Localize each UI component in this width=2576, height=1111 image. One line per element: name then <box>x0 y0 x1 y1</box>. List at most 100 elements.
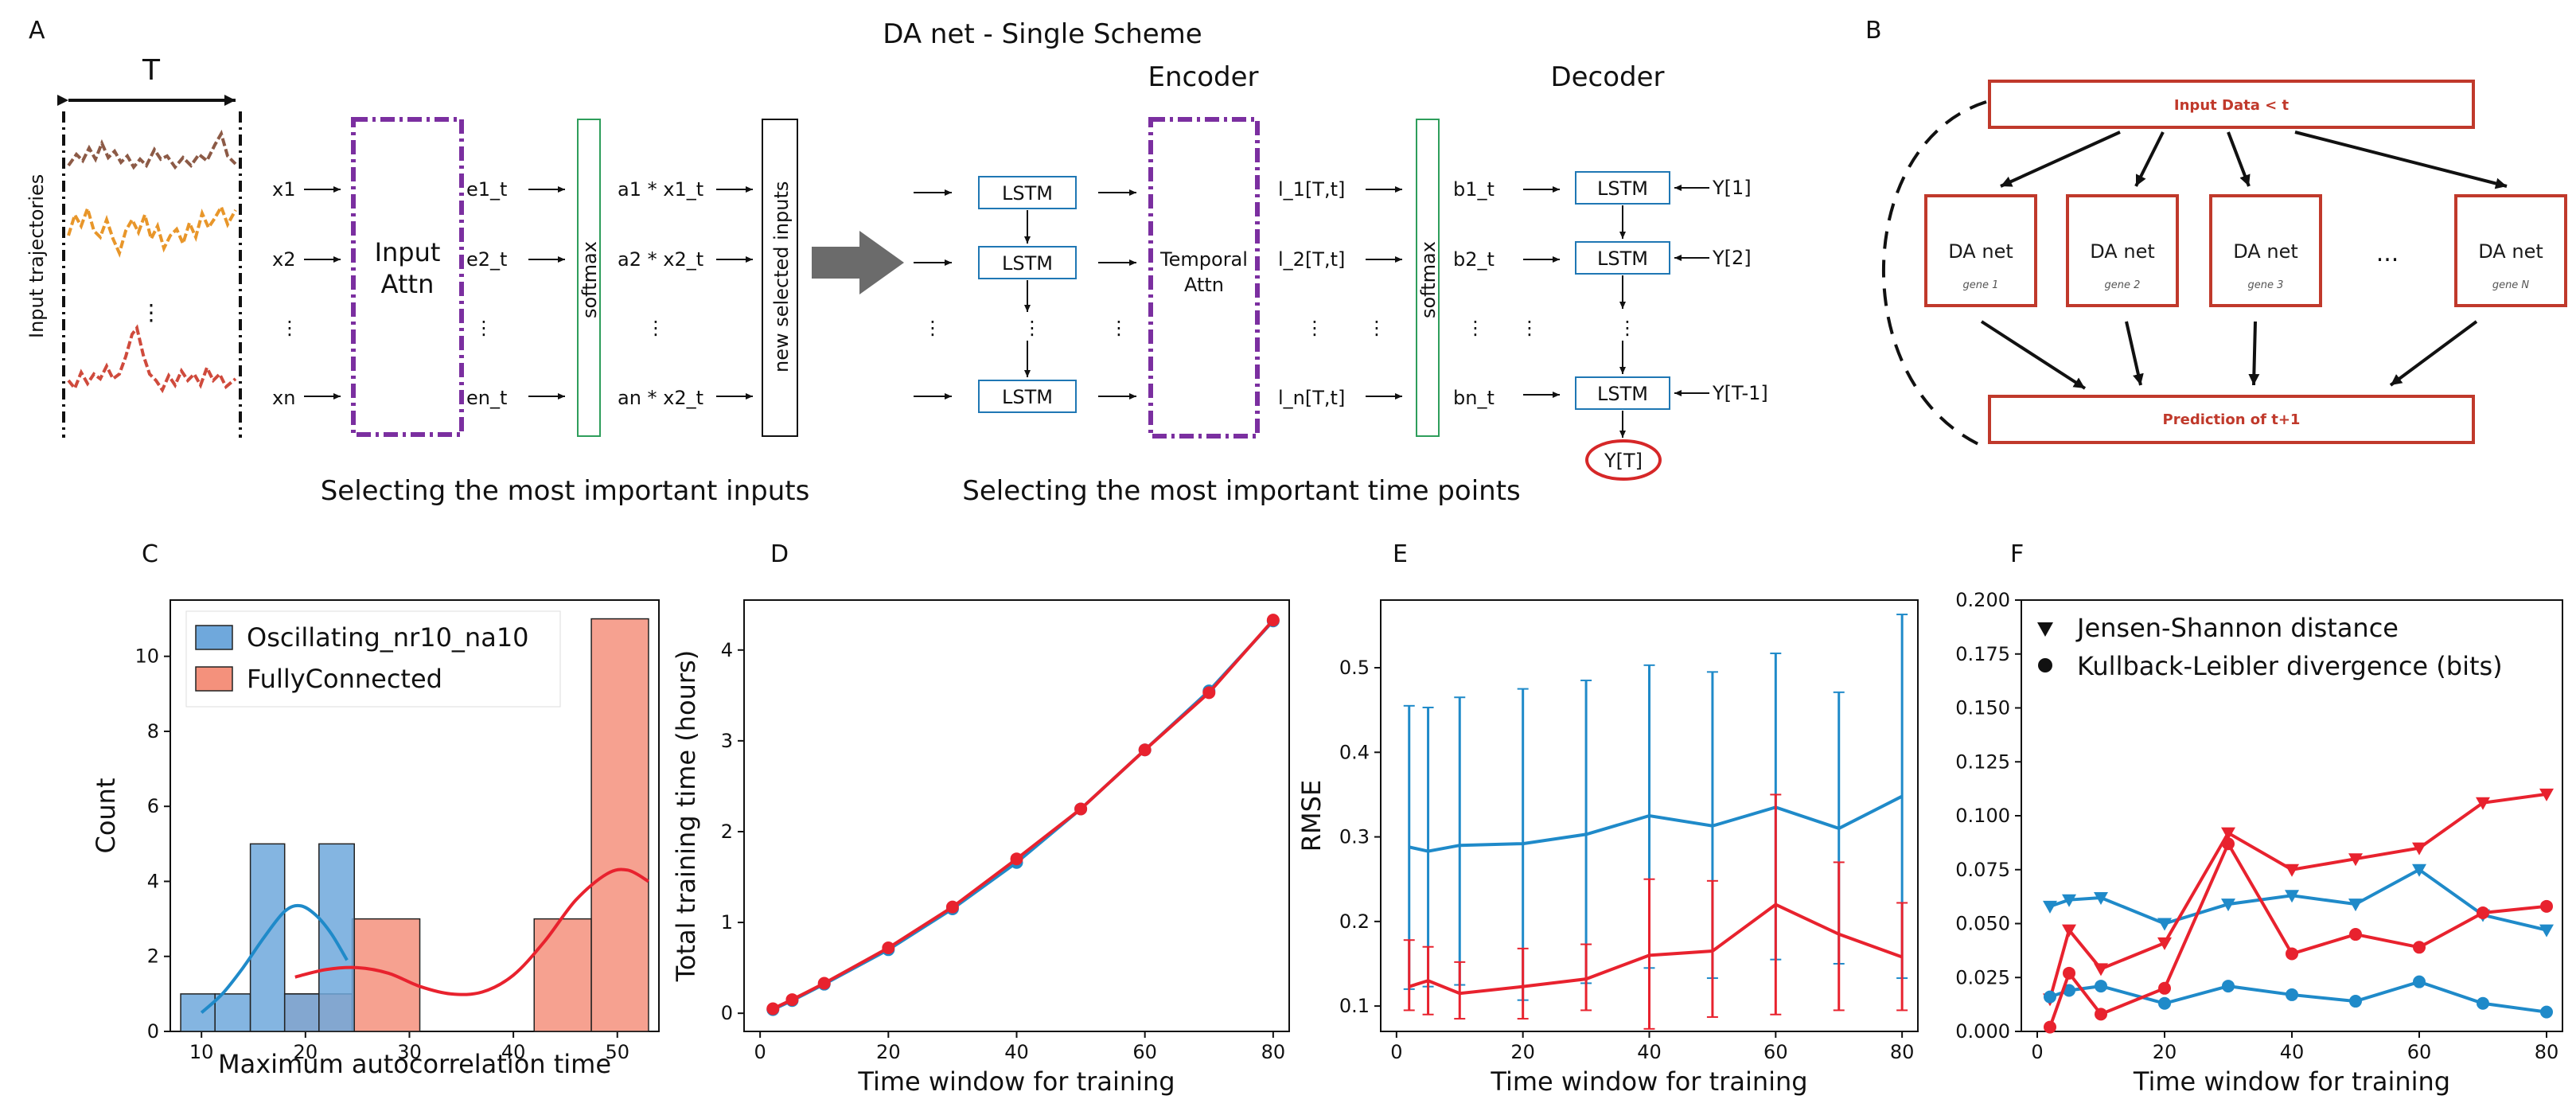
histogram-bar <box>318 843 355 1032</box>
l-dots-2: ⋮ <box>1367 317 1386 339</box>
y-tick-label: 0.125 <box>1955 750 2010 773</box>
x-tick-label: 40 <box>2280 1041 2305 1063</box>
data-point-circle <box>2349 995 2362 1008</box>
data-point-triangle <box>2348 853 2363 867</box>
arrow <box>2000 131 2121 188</box>
data-point-circle <box>2222 980 2235 993</box>
caption-right: Selecting the most important time points <box>962 475 1520 507</box>
y-tick-label: 0.050 <box>1955 913 2010 935</box>
data-point <box>1074 802 1088 816</box>
y-tick-label: 0.075 <box>1955 859 2010 881</box>
da-net-box <box>1924 194 2037 307</box>
trajectory-ellipsis: ⋮ <box>140 299 162 326</box>
a-dots: ⋮ <box>646 317 665 339</box>
data-point-triangle <box>2062 924 2076 938</box>
data-point <box>1138 743 1152 757</box>
x-axis-label: Time window for training <box>1490 1066 1807 1097</box>
series-line <box>1409 794 1904 853</box>
softmax-label-2: softmax <box>1417 241 1440 318</box>
decoder-lstm-2-label: LSTM <box>1597 248 1648 270</box>
legend-label: Kullback-Leibler divergence (bits) <box>2077 651 2503 681</box>
enc-lstm-dots: ⋮ <box>1023 317 1042 339</box>
legend-marker-triangle <box>2037 622 2053 637</box>
kde-curve <box>294 867 649 996</box>
big-arrow <box>812 231 904 294</box>
kde-curve <box>200 903 349 1014</box>
x-tick-label: 80 <box>2535 1041 2559 1063</box>
y-tick-label: 0.000 <box>1955 1020 2010 1043</box>
input-data-box <box>1988 80 2475 129</box>
decoder-lstm-1 <box>1575 171 1670 205</box>
decoder-lstm-n-label: LSTM <box>1597 383 1648 405</box>
arrow <box>2134 131 2165 187</box>
input-data-label: Input Data < t <box>2174 97 2290 114</box>
data-point-circle <box>2095 1008 2107 1021</box>
series-line <box>2048 840 2547 1028</box>
data-point <box>785 993 799 1007</box>
data-point-circle <box>2063 966 2075 980</box>
histogram-bar <box>351 918 421 1032</box>
y-tick-label: 0.2 <box>1339 910 1370 933</box>
y-tick-label: 3 <box>721 730 733 752</box>
panel-a: A DA net - Single Scheme T Input traject… <box>25 17 1768 507</box>
histogram-bar <box>590 618 649 1032</box>
x-tick-label: 80 <box>1890 1041 1915 1063</box>
legend-label: Jensen-Shannon distance <box>2075 613 2399 643</box>
data-point-triangle <box>2157 937 2172 950</box>
series-line <box>2048 792 2547 1000</box>
data-point-circle <box>2349 928 2362 941</box>
data-point-triangle <box>2094 891 2108 905</box>
legend-swatch <box>195 666 233 692</box>
arrow <box>1980 320 2087 390</box>
panel-label-f: F <box>2010 540 2024 568</box>
decoder-label: Decoder <box>1550 61 1664 93</box>
decoder-lstm-1-label: LSTM <box>1597 177 1648 200</box>
da-net-name: DA net <box>2478 240 2543 263</box>
data-point-circle <box>2044 990 2056 1004</box>
da-net-name: DA net <box>2090 240 2155 263</box>
data-point-circle <box>2540 1005 2553 1019</box>
encoder-lstm-2 <box>978 246 1077 279</box>
x-tick-label: 40 <box>501 1041 526 1063</box>
chart-f-divergence: 0 20 40 60 80 0.000 0.025 0.050 0.075 0.100 0.125 0… <box>1955 589 2563 1097</box>
x-tick-label: 0 <box>754 1041 766 1063</box>
e-label-1: e1_t <box>466 178 507 201</box>
input-axis-label: Input trajectories <box>25 174 48 338</box>
b-dots-2: ⋮ <box>1520 317 1539 339</box>
l-label-2: l_2[T,t] <box>1278 248 1345 271</box>
new-inputs-label: new selected inputs <box>770 181 793 372</box>
series-line <box>2049 867 2547 932</box>
panel-label-b: B <box>1865 17 1882 45</box>
da-net-gene-2: DA net gene 2 <box>2066 194 2179 307</box>
x-tick-label: 20 <box>294 1041 318 1063</box>
legend-swatch <box>195 625 233 650</box>
da-net-box <box>2454 194 2567 307</box>
x-tick-label: 60 <box>1132 1041 1157 1063</box>
enc-in-dots: ⋮ <box>923 317 942 339</box>
input-attn-label-2: Attn <box>381 269 435 299</box>
decoder-lstm-2 <box>1575 241 1670 275</box>
chart-d-training-time: 0 20 40 60 80 0 1 2 3 4 Time window for training To… <box>671 599 1290 1097</box>
data-point-triangle <box>2412 863 2426 877</box>
data-point-circle <box>2413 975 2426 988</box>
data-point-circle <box>2540 899 2553 913</box>
legend-label: FullyConnected <box>247 664 442 694</box>
data-point-triangle <box>2221 827 2235 840</box>
y-tick-label: 6 <box>147 795 159 817</box>
histogram-bar <box>180 993 216 1032</box>
arrow <box>2125 321 2144 386</box>
x-tick-label: 60 <box>2407 1041 2432 1063</box>
e-dots: ⋮ <box>474 317 493 339</box>
da-net-ellipsis: ... <box>2376 240 2399 267</box>
data-point-triangle <box>2157 918 2172 931</box>
x-tick-label: 10 <box>189 1041 214 1063</box>
x-axis-label: Time window for training <box>857 1066 1175 1097</box>
da-net-name: DA net <box>1948 240 2013 263</box>
y-tick-label: 0.100 <box>1955 805 2010 827</box>
da-net-gene-3: DA net gene 3 <box>2209 194 2322 307</box>
new-inputs-box <box>762 119 798 437</box>
arrow <box>2294 131 2508 189</box>
x-tick-label: 50 <box>605 1041 629 1063</box>
legend-label: Oscillating_nr10_na10 <box>247 622 529 653</box>
